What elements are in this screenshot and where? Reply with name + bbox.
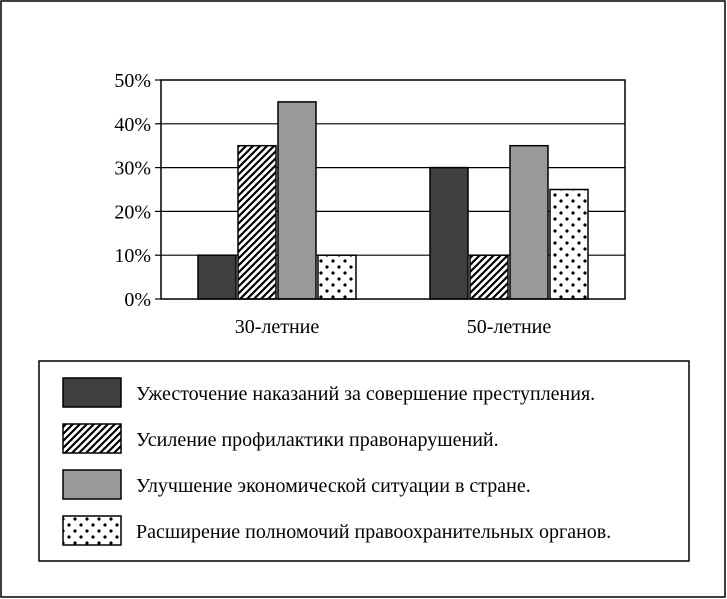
bar [197,254,237,300]
y-tick-label: 20% [114,201,151,223]
legend-swatch [62,377,122,408]
bar [317,254,357,300]
plot-frame [160,79,626,300]
y-tick-label: 10% [114,245,151,267]
bar [549,188,589,300]
y-tick-label: 50% [114,70,151,92]
legend-label: Усиление профилактики правонарушений. [136,429,499,451]
legend-swatch [62,423,122,454]
bar [277,101,317,300]
legend: Ужесточение наказаний за совершение прес… [38,360,690,562]
bar [237,144,277,300]
legend-box [38,360,690,562]
bar [469,254,509,300]
y-tick-label: 30% [114,158,151,180]
x-tick-label: 50-летние [467,316,552,338]
legend-label: Расширение полномочий правоохранительных… [136,521,611,543]
y-tick-label: 40% [114,114,151,136]
bar [509,144,549,300]
legend-label: Ужесточение наказаний за совершение прес… [136,383,595,405]
bar [429,166,469,300]
legend-swatch [62,469,122,500]
y-tick-label: 0% [124,289,151,311]
x-tick-label: 30-летние [235,316,320,338]
legend-swatch [62,515,122,546]
legend-label: Улучшение экономической ситуации в стран… [136,475,531,497]
plot-area: 0% 10% 20% 30% 40% 50% 30-летние 50-летние [114,70,626,338]
